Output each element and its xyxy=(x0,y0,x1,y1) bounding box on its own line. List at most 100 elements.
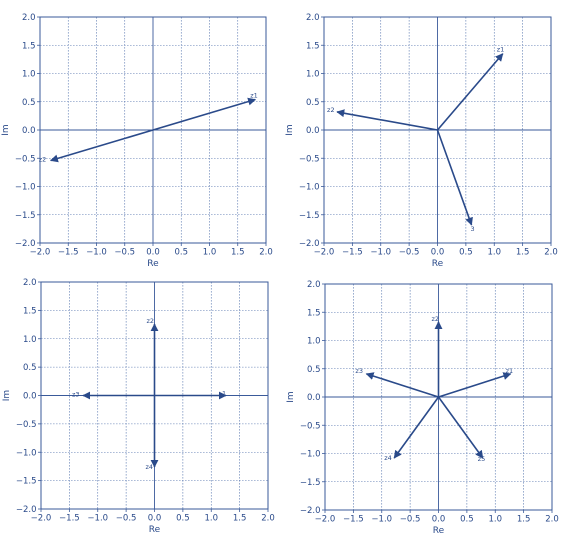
x-tick-label: 0.0 xyxy=(146,248,160,258)
y-tick-label: 1.0 xyxy=(306,70,320,80)
vector-label: z4 xyxy=(384,454,392,462)
x-axis-label: Re xyxy=(432,259,444,269)
x-tick-label: 0.5 xyxy=(460,515,474,525)
vector-label: z2 xyxy=(432,315,440,323)
y-tick-label: 2.0 xyxy=(22,13,36,23)
x-tick-label: −1.5 xyxy=(59,514,80,524)
x-tick-label: 0.5 xyxy=(459,248,473,258)
y-tick-label: 1.5 xyxy=(306,41,320,51)
y-tick-label: −1.0 xyxy=(299,183,320,193)
x-tick-label: −2.0 xyxy=(31,514,52,524)
y-tick-label: −2.0 xyxy=(299,239,320,249)
panel-4: −2.0 −1.5 −1.0 −0.5 0.0 0.5 1.0 1.5 2.0 2.0 1.5 1.0… xyxy=(286,280,559,536)
x-tick-label: 2.0 xyxy=(259,248,273,258)
x-tick-label: 1.5 xyxy=(233,514,247,524)
x-tick-label: 1.5 xyxy=(516,248,530,258)
vector-label: z5 xyxy=(478,455,486,463)
vector-label: z4 xyxy=(146,463,154,471)
vector-arrow xyxy=(336,109,438,131)
y-tick-label: −0.5 xyxy=(16,420,37,430)
vector-arrow xyxy=(365,372,439,398)
x-tick-label: 1.0 xyxy=(203,248,217,258)
y-tick-label: 2.0 xyxy=(23,278,37,288)
grid xyxy=(324,17,551,243)
vector-label: z3 xyxy=(355,367,363,375)
y-axis-label: Im xyxy=(285,124,295,135)
y-axis-label: Im xyxy=(2,390,12,401)
vector-label: 3 xyxy=(471,225,475,233)
x-tick-label: −1.0 xyxy=(370,248,391,258)
vector-arrow xyxy=(152,97,257,131)
y-tick-label: 1.0 xyxy=(307,337,321,347)
y-tick-label: 1.5 xyxy=(23,306,37,316)
y-tick-label: −1.5 xyxy=(300,478,321,488)
x-tick-label: −0.5 xyxy=(116,514,137,524)
vector-arrow xyxy=(49,129,154,163)
x-tick-label: 0.0 xyxy=(148,514,162,524)
x-tick-label: −0.5 xyxy=(399,248,420,258)
x-tick-label: 1.0 xyxy=(488,515,502,525)
vector-arrow xyxy=(436,129,473,226)
x-axis-label: Re xyxy=(433,526,445,536)
y-tick-label: −1.5 xyxy=(15,211,36,221)
x-tick-label: −2.0 xyxy=(315,515,336,525)
x-tick-label: −0.5 xyxy=(400,515,421,525)
x-tick-label: 2.0 xyxy=(261,514,275,524)
y-axis-label: Im xyxy=(286,391,296,402)
y-tick-label: −0.5 xyxy=(15,154,36,164)
y-tick-label: 1.0 xyxy=(22,70,36,80)
y-tick-label: 1.0 xyxy=(23,335,37,345)
y-tick-label: 0.0 xyxy=(307,393,321,403)
x-tick-label: 0.0 xyxy=(431,248,445,258)
vector-arrow xyxy=(437,396,484,459)
x-axis-label: Re xyxy=(149,525,161,535)
y-tick-label: −1.0 xyxy=(15,183,36,193)
y-tick-label: 0.0 xyxy=(306,126,320,136)
y-tick-label: 1.5 xyxy=(307,308,321,318)
y-tick-label: −2.0 xyxy=(15,239,36,249)
x-tick-label: 1.5 xyxy=(517,515,531,525)
x-tick-label: 2.0 xyxy=(545,515,559,525)
y-tick-label: −2.0 xyxy=(16,505,37,515)
x-tick-label: 1.5 xyxy=(231,248,245,258)
vector-arrow xyxy=(438,372,512,398)
vector-arrow xyxy=(436,53,504,131)
x-tick-label: −1.0 xyxy=(371,515,392,525)
vector-arrow xyxy=(393,396,440,459)
y-tick-label: 0.0 xyxy=(23,392,37,402)
vector-label: z1 xyxy=(250,91,258,99)
y-tick-label: 0.5 xyxy=(306,98,320,108)
y-tick-label: 2.0 xyxy=(306,13,320,23)
y-tick-label: −0.5 xyxy=(300,421,321,431)
x-tick-label: −1.0 xyxy=(86,248,107,258)
y-tick-label: 0.0 xyxy=(22,126,36,136)
x-tick-label: 1.0 xyxy=(204,514,218,524)
y-tick-label: −0.5 xyxy=(299,154,320,164)
y-axis-label: Im xyxy=(1,124,11,135)
x-tick-label: −2.0 xyxy=(314,248,335,258)
vector-label: z2 xyxy=(327,106,335,114)
y-tick-label: 0.5 xyxy=(22,98,36,108)
x-tick-label: −0.5 xyxy=(114,248,135,258)
panel-3: −2.0 −1.5 −1.0 −0.5 0.0 0.5 1.0 1.5 2.0 2.0 1.5 1.0… xyxy=(2,278,275,535)
vector-label: z1 xyxy=(497,46,505,54)
vector-label: z3 xyxy=(72,391,80,399)
panel-2: −2.0 −1.5 −1.0 −0.5 0.0 0.5 1.0 1.5 2.0 2.0 1.5 1.0… xyxy=(285,13,558,269)
y-tick-label: −2.0 xyxy=(300,506,321,516)
y-tick-label: −1.0 xyxy=(16,448,37,458)
x-tick-label: −2.0 xyxy=(30,248,51,258)
y-tick-label: −1.5 xyxy=(16,477,37,487)
x-tick-label: −1.5 xyxy=(343,515,364,525)
y-tick-label: −1.0 xyxy=(300,450,321,460)
x-tick-label: −1.5 xyxy=(58,248,79,258)
y-tick-label: 2.0 xyxy=(307,280,321,290)
y-tick-label: 1.5 xyxy=(22,41,36,51)
x-axis-label: Re xyxy=(147,259,159,269)
vector-label: z1 xyxy=(506,367,514,375)
y-tick-label: −1.5 xyxy=(299,211,320,221)
x-tick-label: 0.0 xyxy=(432,515,446,525)
vector-label: z2 xyxy=(147,317,155,325)
y-tick-label: 0.5 xyxy=(23,363,37,373)
x-tick-label: −1.0 xyxy=(87,514,108,524)
